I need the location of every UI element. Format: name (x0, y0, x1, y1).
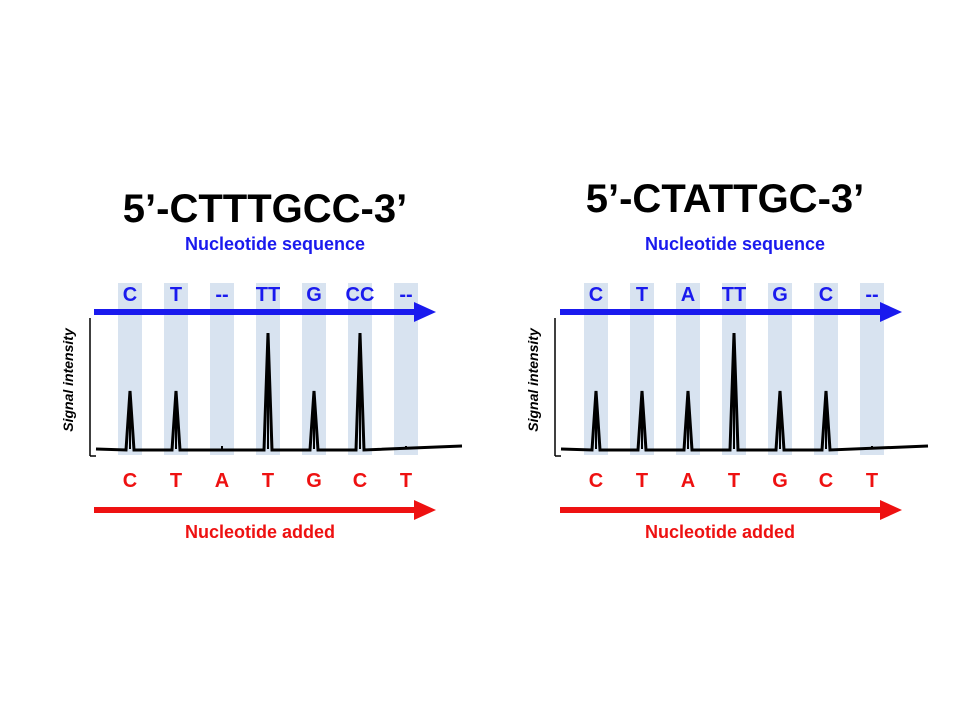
added-letter: T (170, 470, 182, 492)
added-letter: T (400, 470, 412, 492)
added-letter: T (262, 470, 274, 492)
sequence-title: 5’-CTTTGCC-3’ (123, 187, 407, 231)
signal-peak (733, 333, 735, 449)
sequence-arrow-head (414, 302, 436, 322)
sequence-letter: G (772, 284, 788, 306)
added-letter: T (636, 470, 648, 492)
sequence-letter: C (123, 284, 137, 306)
sequence-label: Nucleotide sequence (645, 234, 825, 254)
added-letter: T (866, 470, 878, 492)
signal-peak (313, 391, 315, 449)
sequence-letter: -- (399, 284, 412, 306)
signal-peak (267, 333, 269, 449)
sequence-letter: C (819, 284, 833, 306)
added-arrow-head (880, 500, 902, 520)
added-label: Nucleotide added (645, 522, 795, 542)
sequence-letter: -- (215, 284, 228, 306)
sequence-arrow (560, 302, 902, 322)
added-label: Nucleotide added (185, 522, 335, 542)
added-letter: T (728, 470, 740, 492)
sequence-letter: C (589, 284, 603, 306)
sequence-label: Nucleotide sequence (185, 234, 365, 254)
sequence-title: 5’-CTATTGC-3’ (586, 177, 865, 221)
sequence-letter: TT (722, 284, 746, 306)
sequence-letter: G (306, 284, 322, 306)
y-axis-label: Signal intensity (525, 327, 541, 432)
added-letter: C (589, 470, 603, 492)
signal-peak (825, 391, 827, 449)
sequence-letter: CC (346, 284, 375, 306)
signal-peak (359, 333, 361, 449)
added-arrow (94, 500, 436, 520)
added-letter: G (772, 470, 788, 492)
added-letter: C (123, 470, 137, 492)
signal-peak (779, 391, 781, 449)
added-letter: G (306, 470, 322, 492)
signal-peak (221, 446, 223, 449)
sequence-arrow-head (880, 302, 902, 322)
signal-trace (560, 332, 929, 452)
added-letter: A (681, 470, 695, 492)
sequence-letter: T (170, 284, 182, 306)
added-letter: C (353, 470, 367, 492)
signal-peak (871, 446, 873, 449)
signal-peak (405, 446, 407, 449)
added-letter: C (819, 470, 833, 492)
signal-peak (129, 391, 131, 449)
added-letter: A (215, 470, 229, 492)
sequence-letter: T (636, 284, 648, 306)
sequence-letter: -- (865, 284, 878, 306)
signal-peak (687, 391, 689, 449)
column-band (210, 283, 234, 455)
sequence-arrow (94, 302, 436, 322)
signal-peak (175, 391, 177, 449)
sequence-letter: TT (256, 284, 280, 306)
added-arrow-head (414, 500, 436, 520)
added-arrow (560, 500, 902, 520)
sequence-letter: A (681, 284, 695, 306)
y-axis-label: Signal intensity (60, 327, 76, 432)
signal-peak (595, 391, 597, 449)
signal-peak (641, 391, 643, 449)
